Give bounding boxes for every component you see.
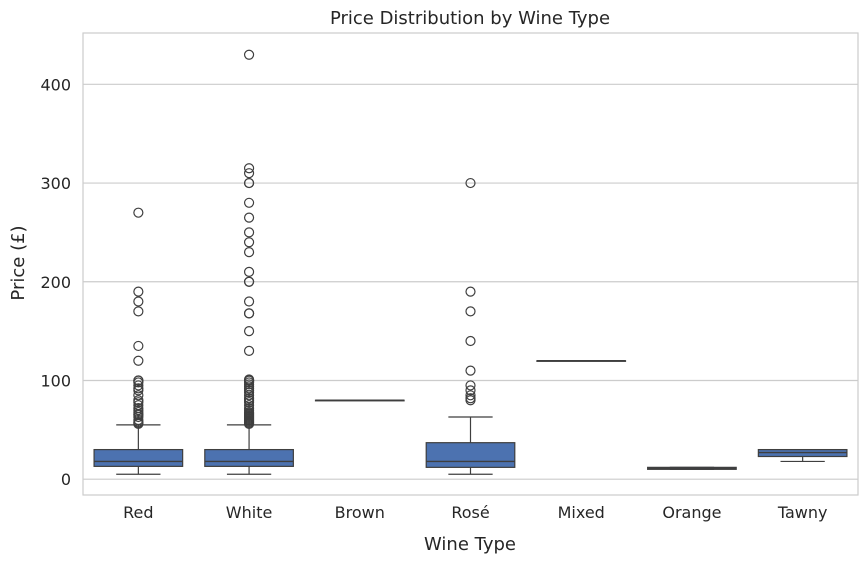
y-tick-label-300: 300	[40, 174, 71, 193]
outlier-point	[133, 411, 144, 423]
box-body	[204, 448, 294, 467]
outlier-point	[465, 286, 476, 297]
box-5	[647, 466, 737, 470]
outlier-point	[243, 49, 255, 60]
outlier-point	[133, 418, 144, 430]
x-axis-label: Wine Type	[424, 534, 516, 555]
axes	[82, 32, 859, 496]
box-6	[757, 448, 848, 463]
outlier-point	[243, 197, 255, 208]
outlier-point	[133, 380, 144, 391]
outlier-point	[465, 390, 476, 401]
outlier-point	[133, 207, 144, 218]
outlier-point	[133, 377, 144, 388]
outlier-point	[243, 308, 255, 319]
outlier-point	[243, 227, 255, 238]
x-tick-label-6: Tawny	[777, 503, 828, 522]
outlier-point	[465, 335, 476, 347]
y-axis-label: Price (£)	[8, 225, 29, 300]
grid-lines	[83, 83, 858, 480]
outlier-point	[133, 390, 144, 401]
outlier-point	[133, 306, 144, 317]
outlier-point	[133, 340, 144, 352]
outlier-point	[133, 355, 144, 366]
x-tick-label-5: Orange	[662, 503, 721, 522]
x-tick-label-2: Brown	[335, 503, 385, 522]
outlier-point	[243, 387, 255, 398]
outlier-point	[243, 397, 255, 408]
outlier-point	[243, 418, 255, 430]
outlier-point	[243, 326, 255, 337]
box-0	[93, 207, 184, 475]
y-tick-label-100: 100	[40, 371, 71, 390]
x-tick-label-3: Rosé	[451, 503, 489, 522]
chart-title: Price Distribution by Wine Type	[330, 8, 610, 29]
outlier-point	[243, 247, 255, 258]
box-body	[425, 442, 516, 468]
y-tick-label-200: 200	[40, 273, 71, 292]
outlier-point	[133, 296, 144, 307]
outlier-point	[133, 385, 144, 396]
outlier-point	[465, 365, 476, 376]
outlier-point	[243, 168, 255, 179]
outlier-point	[133, 397, 144, 408]
x-tick-label-0: Red	[123, 503, 153, 522]
box-4	[536, 360, 627, 362]
outlier-point	[243, 266, 255, 277]
box-body	[93, 448, 184, 467]
y-tick-label-400: 400	[40, 75, 71, 94]
outlier-point	[243, 177, 255, 189]
outlier-point	[465, 395, 476, 406]
outlier-point	[243, 296, 255, 307]
outlier-point	[133, 286, 144, 297]
boxes	[93, 49, 848, 475]
box-2	[314, 399, 405, 402]
outlier-point	[465, 385, 476, 396]
outlier-point	[243, 345, 255, 356]
plot-frame	[82, 32, 859, 496]
outlier-point	[243, 212, 255, 223]
x-tick-label-1: White	[226, 503, 273, 522]
x-tick-label-4: Mixed	[558, 503, 605, 522]
outlier-point	[243, 276, 255, 287]
outlier-point	[243, 237, 255, 248]
outlier-point	[465, 177, 476, 189]
box-3	[425, 177, 516, 475]
outlier-point	[465, 306, 476, 317]
y-tick-label-0: 0	[61, 470, 71, 489]
tick-labels: 0 100 200 300 400 Red White Brown Rosé Mixed Orang…	[40, 75, 827, 522]
outlier-point	[243, 163, 255, 174]
outlier-point	[465, 380, 476, 391]
outlier-point	[243, 390, 255, 401]
box-1	[204, 49, 294, 475]
